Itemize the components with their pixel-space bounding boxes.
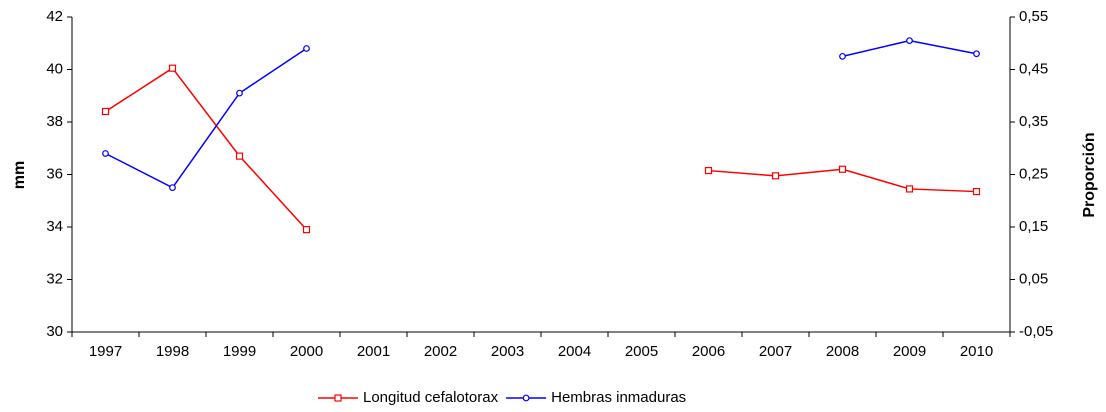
series-line (105, 39, 977, 189)
x-tick-label: 2003 (491, 343, 524, 360)
x-tick-label: 2000 (290, 343, 323, 360)
data-point (168, 64, 177, 72)
y-tick-label: 42 (46, 8, 63, 25)
y2-tick-label: 0,25 (1019, 165, 1048, 182)
legend-label: Hembras inmaduras (551, 389, 686, 406)
data-point (236, 89, 243, 97)
y-tick-label: 30 (46, 323, 63, 340)
data-point (102, 150, 109, 157)
y-axis-title: mm (11, 161, 28, 189)
x-tick-label: 2010 (960, 343, 993, 360)
x-tick-label: 1999 (223, 343, 256, 360)
data-point (303, 45, 310, 52)
y2-tick-label: 0,45 (1019, 60, 1048, 77)
y2-tick-label: 0,55 (1019, 8, 1048, 25)
data-point (906, 37, 913, 45)
y-tick-label: 32 (46, 270, 63, 287)
data-point (169, 184, 176, 192)
x-tick-label: 2008 (826, 343, 859, 360)
data-point (704, 166, 713, 175)
y2-tick-label: 0,35 (1019, 113, 1048, 130)
x-tick-label: 2001 (357, 343, 390, 360)
x-tick-label: 1997 (89, 343, 122, 360)
series-line (105, 67, 977, 231)
y-tick-label: 36 (46, 165, 63, 182)
data-point (839, 52, 846, 60)
data-point (101, 107, 110, 116)
data-point (973, 50, 980, 58)
y2-tick-label: -0,05 (1019, 323, 1053, 340)
y2-tick-label: 0,15 (1019, 218, 1048, 235)
data-point (905, 185, 914, 193)
data-point (972, 187, 981, 196)
x-tick-label: 2004 (558, 343, 591, 360)
y2-axis-title: Proporción (1081, 132, 1098, 217)
x-tick-label: 2007 (759, 343, 792, 360)
y-tick-label: 34 (46, 218, 63, 235)
x-tick-label: 1998 (156, 343, 189, 360)
x-tick-label: 2002 (424, 343, 457, 360)
data-point (771, 172, 780, 180)
legend-marker (522, 394, 530, 402)
legend-label: Longitud cefalotorax (363, 389, 499, 406)
x-tick-label: 2006 (692, 343, 725, 360)
y-tick-label: 40 (46, 60, 63, 77)
data-point (235, 152, 244, 160)
x-tick-label: 2009 (893, 343, 926, 360)
x-tick-label: 2005 (625, 343, 658, 360)
legend-marker (334, 394, 342, 402)
data-point (302, 226, 311, 234)
y-tick-label: 38 (46, 113, 63, 130)
y2-tick-label: 0,05 (1019, 270, 1048, 287)
data-point (838, 165, 847, 173)
